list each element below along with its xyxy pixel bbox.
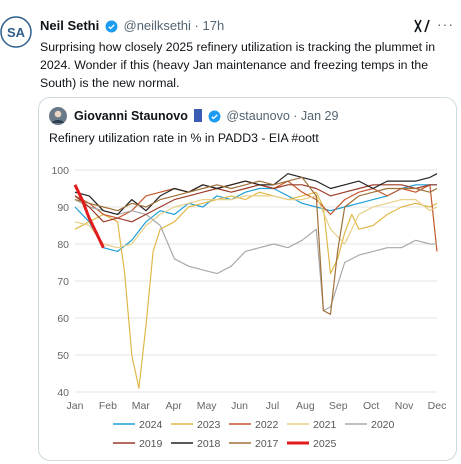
x-tick-label: Mar (132, 400, 151, 412)
refinery-utilization-chart: 40 50 60 70 80 90 100 Jan Feb Mar Apr May Jun Jul Aug… (51, 165, 447, 450)
series-line-2025 (73, 184, 105, 249)
quote-verified-badge-icon (208, 110, 221, 123)
more-icon[interactable]: ··· (437, 16, 454, 32)
y-tick-label: 100 (51, 165, 69, 177)
legend-label-2022: 2022 (255, 419, 279, 431)
y-tick-label: 70 (57, 276, 69, 288)
author-handle[interactable]: @neilksethi (123, 18, 191, 33)
legend-label-2018: 2018 (197, 438, 221, 450)
y-tick-label: 80 (57, 239, 69, 251)
y-tick-label: 60 (57, 313, 69, 325)
y-tick-label: 90 (57, 202, 69, 214)
x-tick-label: Nov (395, 400, 414, 412)
x-tick-label: Dec (428, 400, 447, 412)
legend-label-2020: 2020 (371, 419, 395, 431)
x-tick-label: Feb (99, 400, 117, 412)
tweet-header: Neil Sethi @neilksethi · 17h (40, 18, 224, 33)
x-tick-label: Apr (166, 400, 183, 412)
series-line-2018 (74, 173, 438, 215)
y-tick-label: 50 (57, 350, 69, 362)
x-tick-label: Aug (296, 400, 315, 412)
series-line-2022 (74, 180, 438, 252)
legend-label-2017: 2017 (255, 438, 279, 450)
legend-label-2019: 2019 (139, 438, 163, 450)
meta-separator: · (194, 18, 199, 33)
quote-author-name[interactable]: Giovanni Staunovo (74, 109, 188, 123)
series-line-2019 (74, 184, 437, 223)
quote-date[interactable]: Jan 29 (300, 109, 339, 123)
legend-label-2023: 2023 (197, 419, 221, 431)
verified-badge-icon (105, 20, 118, 33)
flag-icon (194, 109, 203, 122)
tweet-text: Surprising how closely 2025 refinery uti… (40, 40, 436, 90)
quote-separator: · (293, 109, 298, 123)
y-tick-label: 40 (57, 387, 69, 399)
x-tick-label: Oct (363, 400, 379, 412)
quoted-tweet[interactable]: Giovanni Staunovo @staunovo · Jan 29 Ref… (38, 97, 457, 461)
x-tick-label: Sep (329, 400, 348, 412)
svg-text:SA: SA (7, 25, 26, 40)
quote-text: Refinery utilization rate in % in PADD3 … (49, 131, 319, 145)
quote-header: Giovanni Staunovo @staunovo · Jan 29 (74, 109, 338, 123)
x-tick-label: Jan (67, 400, 84, 412)
x-tick-label: Jul (266, 400, 279, 412)
series-line-2023 (74, 191, 438, 389)
author-name[interactable]: Neil Sethi (40, 18, 100, 33)
x-tick-label: May (197, 400, 218, 412)
tweet-time[interactable]: 17h (202, 18, 225, 33)
grok-icon[interactable] (413, 18, 431, 34)
series-line-2017 (74, 176, 438, 315)
x-tick-label: Jun (231, 400, 248, 412)
series-line-2021 (74, 195, 438, 249)
legend-label-2021: 2021 (313, 419, 337, 431)
legend-label-2024: 2024 (139, 419, 163, 431)
author-avatar[interactable]: SA (0, 16, 32, 48)
quote-author-handle[interactable]: @staunovo (226, 109, 290, 123)
series-line-2020 (74, 199, 437, 312)
series-line-2024 (74, 184, 437, 252)
quote-author-avatar[interactable] (49, 107, 67, 125)
legend-label-2025: 2025 (313, 438, 337, 450)
